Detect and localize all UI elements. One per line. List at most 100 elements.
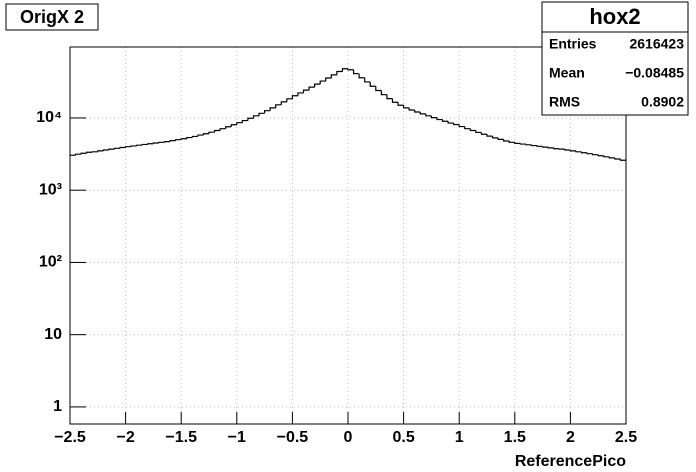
x-tick-label: 0.5 bbox=[392, 429, 414, 446]
histogram-bin bbox=[308, 86, 315, 91]
histogram-bin bbox=[169, 140, 176, 142]
stats-label: Mean bbox=[549, 65, 585, 81]
stats-label: RMS bbox=[549, 94, 580, 110]
histogram-bin bbox=[191, 135, 198, 138]
histogram-bin bbox=[113, 147, 121, 150]
histogram-bin bbox=[330, 74, 337, 79]
histogram-bin bbox=[503, 139, 510, 142]
histogram-bin bbox=[619, 159, 626, 161]
histogram-bin bbox=[230, 124, 237, 127]
histogram-bin bbox=[202, 133, 209, 136]
histogram-bin bbox=[264, 110, 271, 114]
histogram-bin bbox=[475, 130, 482, 134]
histogram-bin bbox=[486, 134, 493, 137]
plot-frame bbox=[69, 46, 627, 425]
histogram-bin bbox=[386, 94, 393, 100]
histogram-bin bbox=[614, 157, 621, 160]
histogram-bin bbox=[547, 147, 554, 149]
histogram-bin bbox=[364, 77, 371, 83]
histogram-bin bbox=[286, 98, 293, 102]
x-tick-label: 1.5 bbox=[504, 429, 526, 446]
histogram-bin bbox=[241, 119, 248, 123]
histogram-bin bbox=[269, 107, 276, 111]
histogram-bin bbox=[180, 138, 187, 140]
histogram-bin bbox=[592, 153, 599, 156]
histogram-bin bbox=[102, 149, 109, 151]
histogram-bin bbox=[586, 152, 593, 155]
y-tick-label: 10³ bbox=[39, 181, 62, 198]
histogram-bin bbox=[186, 136, 193, 139]
histogram-bin bbox=[147, 143, 154, 145]
histogram-bin bbox=[358, 73, 365, 79]
histogram-bin bbox=[575, 150, 582, 153]
histogram-bin bbox=[419, 111, 426, 115]
histogram-bin bbox=[280, 101, 287, 105]
histogram-bin bbox=[213, 129, 221, 133]
histogram-bin bbox=[236, 122, 243, 125]
histogram-bin bbox=[569, 150, 576, 152]
histogram-bin bbox=[525, 144, 532, 146]
stats-value: −0.08485 bbox=[625, 65, 684, 81]
y-tick-label: 1 bbox=[53, 398, 62, 415]
x-axis-label: ReferencePico bbox=[515, 453, 626, 470]
histogram-bin bbox=[252, 115, 260, 119]
histogram-bin bbox=[391, 98, 399, 103]
histogram-bin bbox=[597, 154, 604, 157]
histogram-bin bbox=[258, 112, 265, 116]
histogram-bin bbox=[480, 132, 487, 135]
histogram-bin bbox=[436, 117, 443, 121]
x-tick-label: 1 bbox=[455, 429, 464, 446]
histogram-bin bbox=[158, 141, 165, 144]
histogram-bin bbox=[530, 144, 538, 147]
x-tick-label: −2.5 bbox=[54, 429, 86, 446]
histogram-bin bbox=[125, 146, 132, 148]
y-tick-label: 10 bbox=[44, 326, 62, 343]
histogram-bin bbox=[514, 142, 521, 144]
histogram-bin bbox=[497, 137, 504, 140]
histogram-bin bbox=[80, 152, 87, 155]
histogram-bin bbox=[380, 90, 387, 96]
histogram-bin bbox=[152, 142, 159, 144]
histogram-bin bbox=[136, 144, 143, 146]
histogram-bin bbox=[297, 92, 304, 96]
histogram-bin bbox=[163, 141, 171, 143]
histogram-bin bbox=[519, 143, 526, 145]
histogram-bin bbox=[369, 81, 376, 87]
title-box bbox=[5, 3, 99, 31]
x-tick-label: −1 bbox=[228, 429, 246, 446]
histogram-bin bbox=[469, 128, 476, 132]
histogram-bin bbox=[347, 68, 354, 71]
histogram-bin bbox=[197, 134, 204, 137]
histogram-bin bbox=[508, 140, 515, 143]
histogram-bin bbox=[74, 153, 82, 156]
stats-box bbox=[541, 1, 689, 116]
histogram-bin bbox=[119, 146, 126, 149]
histogram-bin bbox=[325, 77, 332, 82]
stats-value: 2616423 bbox=[629, 36, 684, 52]
histogram-bin bbox=[464, 126, 471, 130]
histogram-bin bbox=[275, 104, 282, 108]
histogram-bin bbox=[375, 86, 382, 92]
histogram-bin bbox=[397, 102, 404, 106]
histogram-bin bbox=[97, 150, 104, 152]
histogram-bin bbox=[414, 109, 421, 113]
x-tick-label: 2.5 bbox=[615, 429, 637, 446]
histogram-bin bbox=[564, 149, 571, 151]
histogram-bin bbox=[458, 124, 465, 128]
x-tick-label: −1.5 bbox=[165, 429, 197, 446]
histogram-bin bbox=[108, 148, 115, 151]
histogram-bin bbox=[441, 119, 449, 122]
histogram-bin bbox=[219, 128, 226, 131]
stats-title: hox2 bbox=[589, 4, 640, 29]
y-tick-label: 10⁴ bbox=[36, 109, 62, 126]
x-tick-label: 0 bbox=[344, 429, 353, 446]
x-tick-label: −0.5 bbox=[277, 429, 309, 446]
stats-label: Entries bbox=[549, 36, 597, 52]
histogram-bin bbox=[319, 80, 326, 85]
histogram-bin bbox=[141, 143, 148, 146]
x-tick-label: −2 bbox=[116, 429, 134, 446]
histogram-bin bbox=[130, 145, 137, 147]
histogram-bin bbox=[86, 151, 93, 154]
histogram-bin bbox=[425, 113, 432, 117]
